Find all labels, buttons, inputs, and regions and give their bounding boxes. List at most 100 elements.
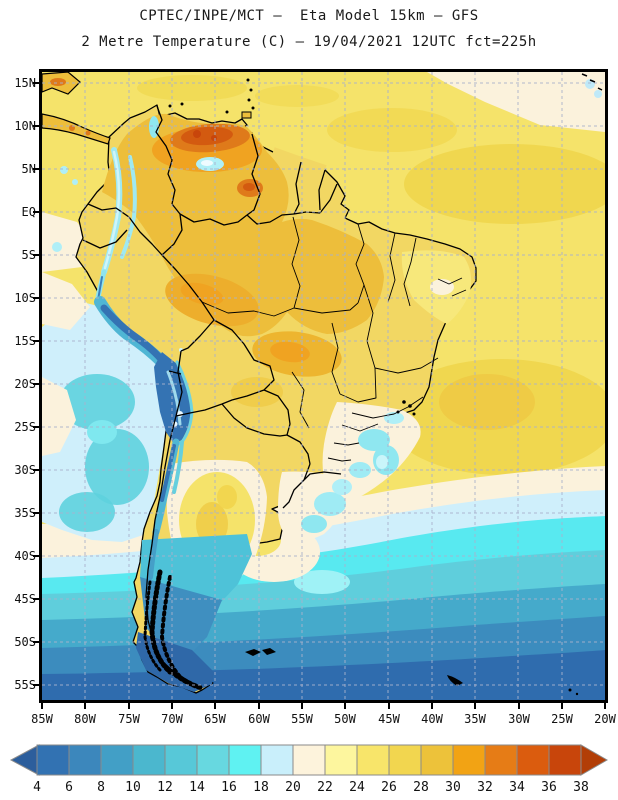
lat-label: 10N — [14, 119, 36, 133]
colorbar-segment — [516, 744, 550, 776]
colorbar-label: 12 — [157, 780, 173, 795]
colorbar-label: 14 — [189, 780, 205, 795]
lat-label: 40S — [14, 549, 36, 563]
colorbar-label: 30 — [445, 780, 461, 795]
lon-tick — [301, 703, 303, 709]
lon-tick — [214, 703, 216, 709]
lat-tick — [33, 684, 39, 686]
lon-label: 30W — [508, 712, 530, 726]
colorbar-label: 8 — [97, 780, 105, 795]
lon-tick — [518, 703, 520, 709]
venezuela-hotspot — [170, 123, 250, 153]
lat-label: 30S — [14, 463, 36, 477]
lon-label: 75W — [118, 712, 140, 726]
lat-tick — [33, 211, 39, 213]
lon-tick — [128, 703, 130, 709]
lon-label: 65W — [204, 712, 226, 726]
colorbar-label: 34 — [509, 780, 525, 795]
lat-label: 5S — [21, 248, 36, 262]
colorbar-segment — [452, 744, 486, 776]
lat-label: 45S — [14, 592, 36, 606]
lat-label: 5N — [21, 162, 36, 176]
colorbar-segment — [100, 744, 134, 776]
lat-label: 55S — [14, 678, 36, 692]
lon-label: 45W — [378, 712, 400, 726]
colorbar-label: 22 — [317, 780, 333, 795]
andes-cold-strip — [94, 147, 205, 691]
colorbar-label: 38 — [573, 780, 589, 795]
lat-tick — [33, 469, 39, 471]
colorbar-segment — [420, 744, 454, 776]
lat-tick — [33, 598, 39, 600]
lat-tick — [33, 426, 39, 428]
colorbar-segment — [292, 744, 326, 776]
lon-tick — [561, 703, 563, 709]
lat-label: EQ — [21, 205, 36, 219]
colorbar-segment — [388, 744, 422, 776]
colorbar-label: 28 — [413, 780, 429, 795]
lon-label: 35W — [464, 712, 486, 726]
colorbar — [9, 744, 609, 778]
colorbar-svg — [9, 744, 609, 776]
colorbar-label: 26 — [381, 780, 397, 795]
lat-tick — [33, 125, 39, 127]
colorbar-arrow-right — [580, 744, 609, 776]
page-title-line-2: 2 Metre Temperature (C) — 19/04/2021 12U… — [81, 34, 537, 50]
map-frame — [39, 69, 608, 703]
lon-tick — [474, 703, 476, 709]
colorbar-segment — [196, 744, 230, 776]
lat-label: 50S — [14, 635, 36, 649]
lat-tick — [33, 383, 39, 385]
lat-tick — [33, 168, 39, 170]
colorbar-label: 20 — [285, 780, 301, 795]
lat-label: 25S — [14, 420, 36, 434]
colorbar-segment — [356, 744, 390, 776]
lat-label: 10S — [14, 291, 36, 305]
colorbar-segment — [164, 744, 198, 776]
lat-label: 15N — [14, 76, 36, 90]
lat-tick — [33, 82, 39, 84]
colorbar-segment — [132, 744, 166, 776]
lat-tick — [33, 297, 39, 299]
lon-tick — [388, 703, 390, 709]
colorbar-label: 4 — [33, 780, 41, 795]
lon-label: 80W — [74, 712, 96, 726]
colorbar-segment — [68, 744, 102, 776]
lon-label: 55W — [291, 712, 313, 726]
lon-label: 70W — [161, 712, 183, 726]
colorbar-segment — [324, 744, 358, 776]
colorbar-segments — [36, 744, 582, 776]
lat-tick — [33, 340, 39, 342]
lat-tick — [33, 641, 39, 643]
colorbar-segment — [548, 744, 582, 776]
temperature-map-svg — [42, 72, 605, 700]
lat-tick — [33, 254, 39, 256]
lon-label: 40W — [421, 712, 443, 726]
colorbar-label: 16 — [221, 780, 237, 795]
lon-tick — [604, 703, 606, 709]
colorbar-label: 6 — [65, 780, 73, 795]
lat-tick — [33, 555, 39, 557]
colorbar-segment — [228, 744, 262, 776]
colorbar-segment — [484, 744, 518, 776]
colorbar-label: 32 — [477, 780, 493, 795]
lat-label: 15S — [14, 334, 36, 348]
lon-tick — [84, 703, 86, 709]
lat-label: 20S — [14, 377, 36, 391]
colorbar-segment — [260, 744, 294, 776]
land-layer — [42, 72, 477, 694]
colorbar-label: 10 — [125, 780, 141, 795]
state-borders — [201, 216, 467, 462]
colorbar-label: 24 — [349, 780, 365, 795]
colorbar-label: 18 — [253, 780, 269, 795]
lon-label: 85W — [31, 712, 53, 726]
lon-label: 50W — [334, 712, 356, 726]
lat-label: 35S — [14, 506, 36, 520]
lat-tick — [33, 512, 39, 514]
islands-layer — [168, 73, 603, 696]
lon-tick — [41, 703, 43, 709]
colorbar-arrow-left — [9, 744, 40, 776]
grid-lines — [42, 72, 605, 700]
colorbar-segment — [36, 744, 70, 776]
